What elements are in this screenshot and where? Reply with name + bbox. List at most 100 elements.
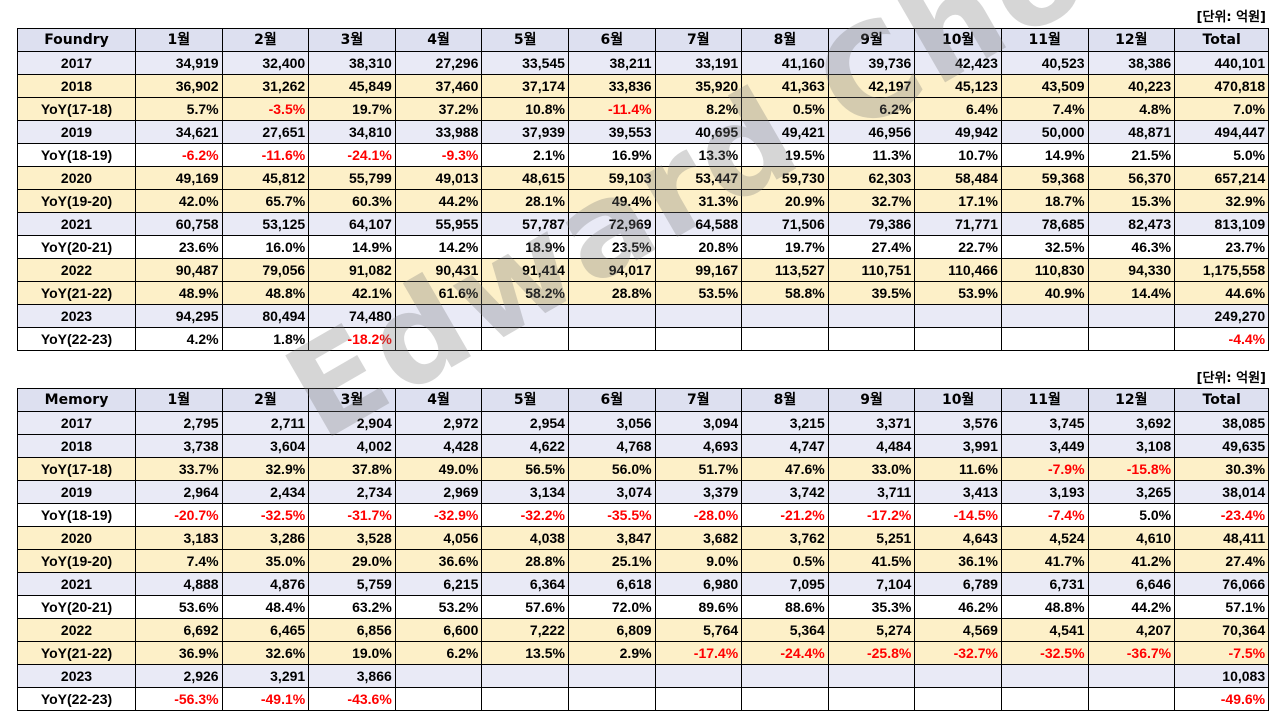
- table-cell: [1000, 327, 1089, 351]
- month-header: 6월: [567, 28, 656, 52]
- table-cell: 11.3%: [827, 143, 916, 167]
- table-row: YoY(20-21) 53.6% 48.4% 63.2% 53.2% 57.6% 72.0%…: [17, 595, 1270, 619]
- row-label: 2018: [17, 434, 136, 458]
- table-cell: 91,082: [308, 258, 396, 282]
- table-cell: -18.2%: [308, 327, 396, 351]
- table-cell: -7.4%: [1000, 503, 1089, 527]
- table-cell: [1087, 664, 1176, 688]
- total-cell: -49.6%: [1174, 687, 1270, 711]
- row-label: YoY(17-18): [17, 97, 136, 121]
- table-cell: -15.8%: [1087, 457, 1176, 481]
- month-header: 5월: [481, 28, 569, 52]
- table-cell: 20.8%: [654, 235, 743, 259]
- table-cell: 79,056: [221, 258, 310, 282]
- table-cell: 71,771: [914, 212, 1002, 236]
- table-cell: 3,183: [135, 526, 223, 550]
- table-cell: 5,274: [827, 618, 916, 642]
- table-cell: 58,484: [914, 166, 1002, 190]
- table-cell: 2,964: [135, 480, 223, 504]
- table-cell: 32.5%: [1000, 235, 1089, 259]
- table-row: 2023 2,926 3,291 3,866 10,083: [17, 664, 1270, 688]
- foundry-body: 2017 34,919 32,400 38,310 27,296 33,545 38,211…: [17, 51, 1270, 351]
- table-cell: 3,108: [1087, 434, 1176, 458]
- table-cell: 91,414: [481, 258, 569, 282]
- table-cell: 90,487: [135, 258, 223, 282]
- table-cell: 89.6%: [654, 595, 743, 619]
- month-header: 3월: [308, 28, 396, 52]
- table-cell: 3,576: [914, 411, 1002, 435]
- total-cell: 494,447: [1174, 120, 1270, 144]
- total-cell: 249,270: [1174, 304, 1270, 328]
- table-cell: [567, 327, 656, 351]
- table-cell: 4,693: [654, 434, 743, 458]
- table-cell: 37.8%: [308, 457, 396, 481]
- row-label: YoY(20-21): [17, 235, 136, 259]
- table-cell: 4,643: [914, 526, 1002, 550]
- table-cell: 4,484: [827, 434, 916, 458]
- table-cell: 94,295: [135, 304, 223, 328]
- table-cell: 4,207: [1087, 618, 1176, 642]
- table-cell: 37,174: [481, 74, 569, 98]
- month-header: 10월: [914, 388, 1002, 412]
- month-header: 2월: [221, 388, 310, 412]
- table-cell: 3,193: [1000, 480, 1089, 504]
- table-cell: 3,074: [567, 480, 656, 504]
- memory-title-header: Memory: [17, 388, 136, 412]
- table-cell: [654, 664, 743, 688]
- table-cell: 57,787: [481, 212, 569, 236]
- table-cell: 46.2%: [914, 595, 1002, 619]
- table-cell: 14.9%: [1000, 143, 1089, 167]
- total-cell: 1,175,558: [1174, 258, 1270, 282]
- table-cell: 110,466: [914, 258, 1002, 282]
- table-cell: [654, 687, 743, 711]
- total-cell: 27.4%: [1174, 549, 1270, 573]
- table-cell: 18.7%: [1000, 189, 1089, 213]
- table-cell: [481, 664, 569, 688]
- table-cell: 4,428: [394, 434, 483, 458]
- table-row: YoY(22-23) 4.2% 1.8% -18.2% -4.4%: [17, 327, 1270, 351]
- total-cell: 57.1%: [1174, 595, 1270, 619]
- total-cell: 470,818: [1174, 74, 1270, 98]
- table-cell: 4,541: [1000, 618, 1089, 642]
- row-label: 2017: [17, 411, 136, 435]
- table-cell: 78,685: [1000, 212, 1089, 236]
- table-cell: -32.2%: [481, 503, 569, 527]
- table-cell: 31,262: [221, 74, 310, 98]
- table-cell: 6.2%: [394, 641, 483, 665]
- table-cell: 5,764: [654, 618, 743, 642]
- table-cell: 3,604: [221, 434, 310, 458]
- table-cell: 53,125: [221, 212, 310, 236]
- table-cell: 2,711: [221, 411, 310, 435]
- table-cell: 16.9%: [567, 143, 656, 167]
- table-cell: 19.7%: [308, 97, 396, 121]
- table-cell: 6,465: [221, 618, 310, 642]
- month-header: 8월: [741, 388, 829, 412]
- table-cell: [741, 304, 829, 328]
- table-cell: 110,751: [827, 258, 916, 282]
- memory-table: Memory 1월 2월 3월 4월 5월 6월 7월 8월 9월 10월 11월 12월 Total 2…: [17, 388, 1270, 711]
- total-cell: -7.5%: [1174, 641, 1270, 665]
- table-cell: 2,926: [135, 664, 223, 688]
- month-header: 7월: [654, 388, 743, 412]
- table-cell: 80,494: [221, 304, 310, 328]
- table-cell: 2,969: [394, 480, 483, 504]
- table-cell: -11.6%: [221, 143, 310, 167]
- table-cell: 48.4%: [221, 595, 310, 619]
- total-cell: 76,066: [1174, 572, 1270, 596]
- table-row: YoY(17-18) 5.7% -3.5% 19.7% 37.2% 10.8% -11.4%…: [17, 97, 1270, 121]
- table-cell: 113,527: [741, 258, 829, 282]
- table-cell: 6,600: [394, 618, 483, 642]
- table-cell: 28.8%: [567, 281, 656, 305]
- table-row: YoY(18-19) -6.2% -11.6% -24.1% -9.3% 2.1% 16.9…: [17, 143, 1270, 167]
- table-cell: 2,434: [221, 480, 310, 504]
- table-cell: 5,364: [741, 618, 829, 642]
- table-cell: 50,000: [1000, 120, 1089, 144]
- foundry-title-header: Foundry: [17, 28, 136, 52]
- table-cell: 4,038: [481, 526, 569, 550]
- table-row: 2017 2,795 2,711 2,904 2,972 2,954 3,056 3,094 3…: [17, 411, 1270, 435]
- table-cell: 42,197: [827, 74, 916, 98]
- row-label: 2017: [17, 51, 136, 75]
- table-cell: 41.7%: [1000, 549, 1089, 573]
- table-cell: 3,866: [308, 664, 396, 688]
- table-cell: 55,799: [308, 166, 396, 190]
